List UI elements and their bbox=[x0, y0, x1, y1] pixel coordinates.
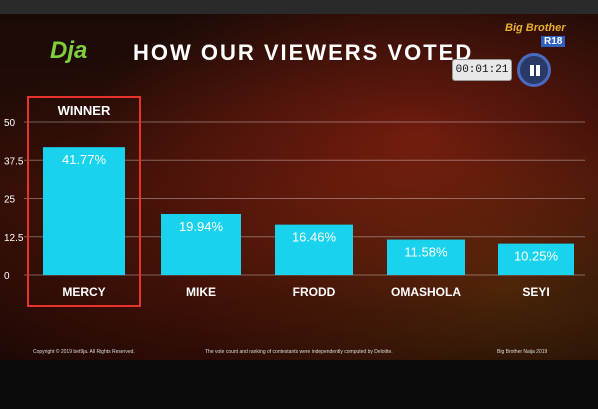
y-tick-label: 25 bbox=[4, 195, 16, 206]
bar bbox=[498, 243, 574, 275]
pause-icon bbox=[536, 65, 540, 76]
footer-copyright: Copyright © 2019 bet9ja. All Rights Rese… bbox=[33, 349, 135, 355]
winner-label: WINNER bbox=[58, 103, 111, 118]
x-tick-label: MERCY bbox=[62, 285, 105, 299]
footer-show-name: Big Brother Naija 2019 bbox=[497, 349, 548, 355]
x-tick-label: OMASHOLA bbox=[391, 285, 461, 299]
timer-text: 00:01:21 bbox=[455, 64, 509, 76]
tv-bezel-top bbox=[0, 0, 598, 14]
footer-disclaimer: The vote count and ranking of contestant… bbox=[205, 349, 393, 355]
y-tick-label: 0 bbox=[4, 271, 10, 282]
x-tick-label: MIKE bbox=[186, 285, 216, 299]
bar bbox=[161, 213, 241, 275]
show-brand-logo: Big Brother bbox=[505, 22, 566, 34]
y-tick-label: 50 bbox=[4, 118, 16, 129]
channel-logo: Dja bbox=[50, 37, 88, 64]
bar bbox=[275, 224, 353, 275]
data-label: 11.58% bbox=[404, 245, 448, 260]
winner-box bbox=[27, 96, 141, 307]
x-tick-label: SEYI bbox=[522, 285, 549, 299]
age-rating-badge: R18 bbox=[541, 36, 566, 47]
pause-icon bbox=[530, 65, 534, 76]
chart-title: HOW OUR VIEWERS VOTED bbox=[133, 40, 474, 65]
bar bbox=[43, 147, 125, 275]
data-label: 41.77% bbox=[62, 152, 107, 167]
data-label: 16.46% bbox=[292, 230, 337, 245]
y-tick-label: 12.5 bbox=[4, 233, 24, 244]
data-label: 10.25% bbox=[514, 249, 559, 264]
bar bbox=[387, 239, 465, 275]
data-label: 19.94% bbox=[179, 219, 224, 234]
y-tick-label: 37.5 bbox=[4, 156, 24, 167]
pause-button[interactable] bbox=[517, 53, 551, 87]
playback-timer: 00:01:21 bbox=[452, 59, 512, 81]
x-tick-label: FRODD bbox=[293, 285, 336, 299]
tv-bezel-bottom bbox=[0, 360, 598, 409]
